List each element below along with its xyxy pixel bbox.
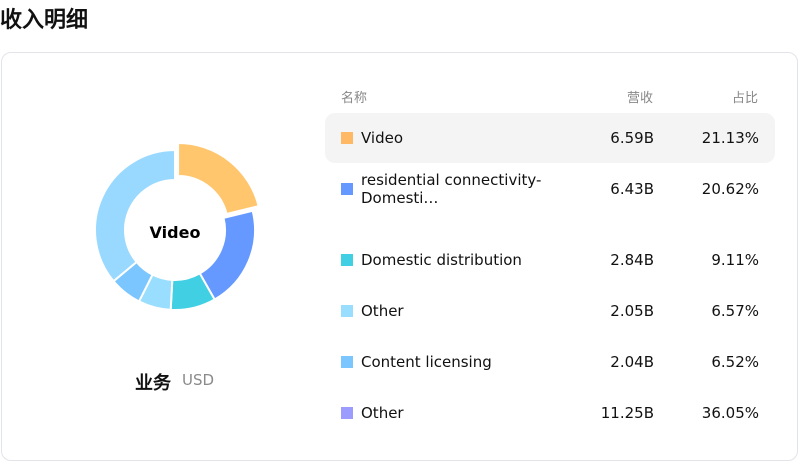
- legend-row[interactable]: residential connectivity-Domesti… 6.43B …: [325, 164, 775, 214]
- header-revenue: 营收: [627, 91, 654, 106]
- legend-revenue: 11.25B: [600, 404, 654, 422]
- legend-revenue: 2.04B: [610, 353, 654, 371]
- business-label: 业务: [135, 373, 171, 394]
- legend-row[interactable]: Video 6.59B 21.13%: [325, 113, 775, 163]
- donut-slice[interactable]: [177, 142, 260, 216]
- legend-swatch: [341, 407, 353, 419]
- header-name: 名称: [341, 91, 368, 106]
- legend-swatch: [341, 183, 353, 195]
- legend-swatch: [341, 132, 353, 144]
- legend-percent: 21.13%: [701, 129, 759, 147]
- donut-center-label: Video: [150, 223, 201, 242]
- legend-swatch: [341, 356, 353, 368]
- page-title: 收入明细: [0, 8, 89, 33]
- legend-row[interactable]: Other 2.05B 6.57%: [325, 286, 775, 336]
- legend-revenue: 2.84B: [610, 251, 654, 269]
- legend-revenue: 6.59B: [610, 129, 654, 147]
- legend-percent: 36.05%: [701, 404, 759, 422]
- legend-row[interactable]: Other 11.25B 36.05%: [325, 388, 775, 438]
- legend-name: Content licensing: [361, 353, 492, 371]
- header-share: 占比: [732, 91, 759, 106]
- revenue-card: [1, 52, 798, 461]
- legend-percent: 6.52%: [711, 353, 759, 371]
- legend-percent: 9.11%: [711, 251, 759, 269]
- legend-name: Video: [361, 129, 404, 147]
- legend-name: Other: [361, 302, 404, 320]
- legend-swatch: [341, 305, 353, 317]
- currency-label: USD: [182, 371, 215, 389]
- donut-slice[interactable]: [94, 148, 176, 283]
- legend-row[interactable]: Content licensing 2.04B 6.52%: [325, 337, 775, 387]
- legend-revenue: 2.05B: [610, 302, 654, 320]
- donut-chart: Video: [94, 142, 260, 311]
- legend-swatch: [341, 254, 353, 266]
- legend-name: residential connectivity-Domesti…: [361, 171, 542, 207]
- legend-name: Other: [361, 404, 404, 422]
- legend-revenue: 6.43B: [610, 180, 654, 198]
- legend-percent: 20.62%: [701, 180, 759, 198]
- legend-name: Domestic distribution: [361, 251, 522, 269]
- legend-percent: 6.57%: [711, 302, 759, 320]
- legend-row[interactable]: Domestic distribution 2.84B 9.11%: [325, 235, 775, 285]
